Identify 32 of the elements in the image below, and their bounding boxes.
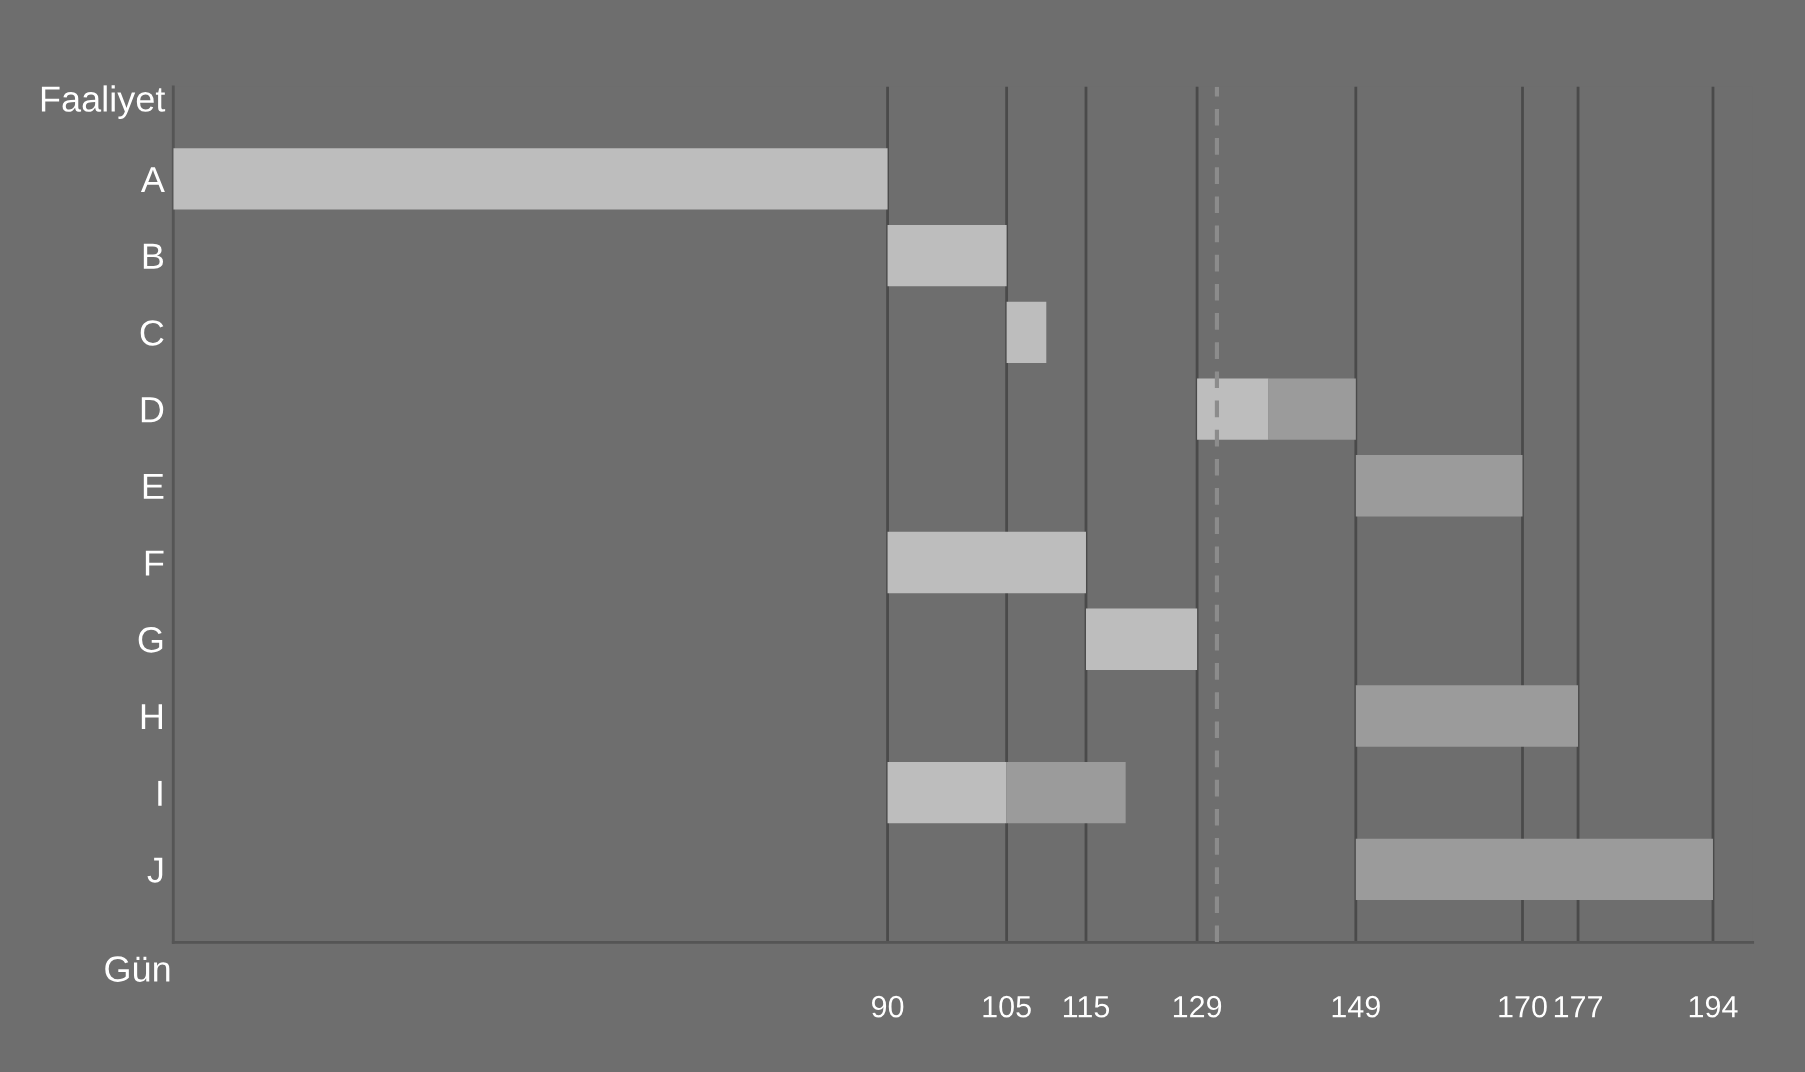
bar bbox=[1268, 378, 1356, 440]
x-axis-title: Gün bbox=[105, 956, 170, 982]
x-tick-label: 90 bbox=[872, 995, 904, 1018]
bar bbox=[887, 761, 1007, 824]
bar bbox=[1197, 378, 1269, 440]
y-tick-label: F bbox=[145, 550, 164, 576]
x-tick-label: 170 bbox=[1499, 995, 1547, 1018]
y-tick-label: G bbox=[138, 627, 163, 653]
y-tick-label: B bbox=[143, 243, 164, 269]
bar bbox=[173, 148, 888, 210]
bar bbox=[1085, 608, 1198, 670]
bar bbox=[1355, 455, 1523, 517]
y-tick-label: I bbox=[158, 780, 162, 806]
y-tick-label: D bbox=[141, 397, 164, 423]
x-tick-label: 149 bbox=[1332, 995, 1380, 1018]
x-tick-label: 194 bbox=[1689, 995, 1738, 1018]
bar bbox=[1355, 838, 1713, 901]
x-tick-label: 177 bbox=[1554, 996, 1603, 1018]
y-tick-label: E bbox=[143, 474, 164, 499]
y-axis-title: Faaliyet bbox=[41, 85, 166, 120]
bar bbox=[887, 224, 1007, 287]
bar bbox=[1006, 761, 1126, 824]
bar bbox=[1006, 301, 1047, 364]
x-tick-label: 115 bbox=[1063, 996, 1110, 1018]
y-tick-label: A bbox=[140, 167, 165, 192]
y-tick-label: J bbox=[147, 857, 163, 883]
y-tick-label: H bbox=[141, 704, 162, 730]
bar bbox=[1355, 685, 1579, 747]
x-tick-label: 105 bbox=[983, 995, 1031, 1018]
x-tick-label: 129 bbox=[1173, 995, 1222, 1018]
y-tick-label: C bbox=[140, 320, 164, 346]
bar bbox=[887, 531, 1086, 594]
